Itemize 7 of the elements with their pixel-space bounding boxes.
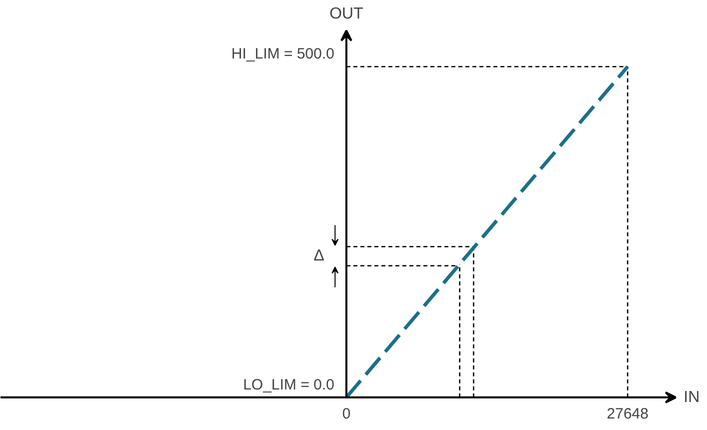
y-tick-label: LO_LIM = 0.0 [243, 376, 334, 394]
y-tick-label: HI_LIM = 500.0 [231, 46, 334, 63]
x-tick-label: 27648 [606, 405, 648, 422]
x-axis-title: IN [684, 388, 700, 406]
annotation: Δ [314, 248, 325, 265]
x-tick-label: 0 [342, 405, 351, 422]
y-axis-title: OUT [329, 6, 364, 23]
